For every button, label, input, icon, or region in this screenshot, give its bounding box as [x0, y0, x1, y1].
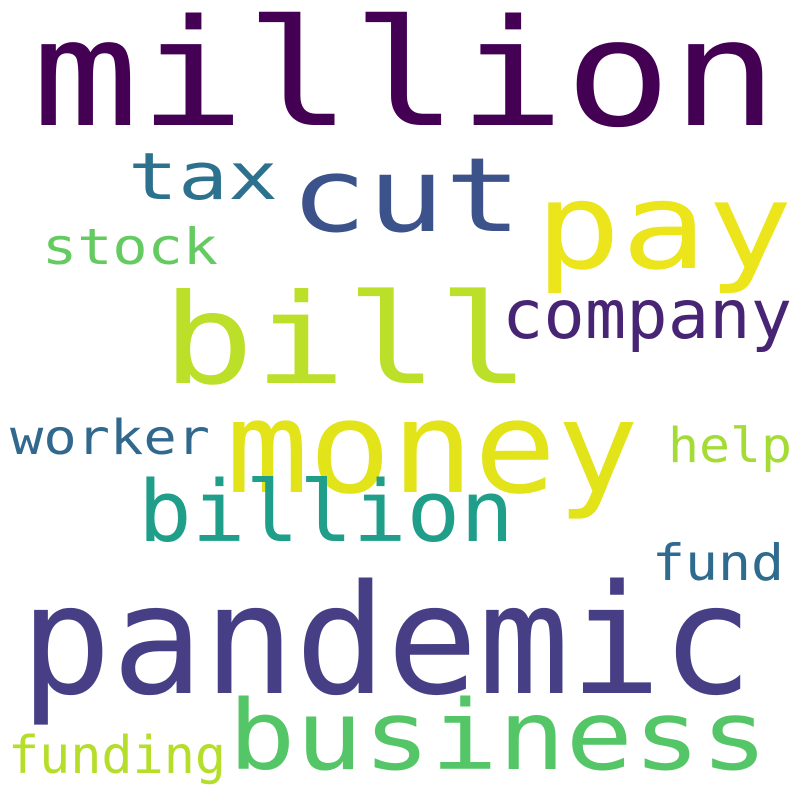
word-help: help — [668, 418, 792, 474]
word-company: company — [502, 276, 792, 355]
word-funding: funding — [8, 726, 226, 786]
word-billion: billion — [138, 463, 514, 562]
word-pandemic: pandemic — [20, 552, 753, 729]
word-tax: tax — [128, 140, 278, 215]
word-bill: bill — [162, 268, 530, 413]
word-pay: pay — [535, 158, 793, 297]
word-stock: stock — [42, 218, 218, 276]
word-cut: cut — [290, 136, 522, 256]
word-business: business — [228, 680, 768, 792]
word-money: money — [226, 374, 639, 523]
word-worker: worker — [10, 410, 210, 466]
word-fund: fund — [652, 534, 784, 592]
word-million: million — [32, 0, 778, 160]
